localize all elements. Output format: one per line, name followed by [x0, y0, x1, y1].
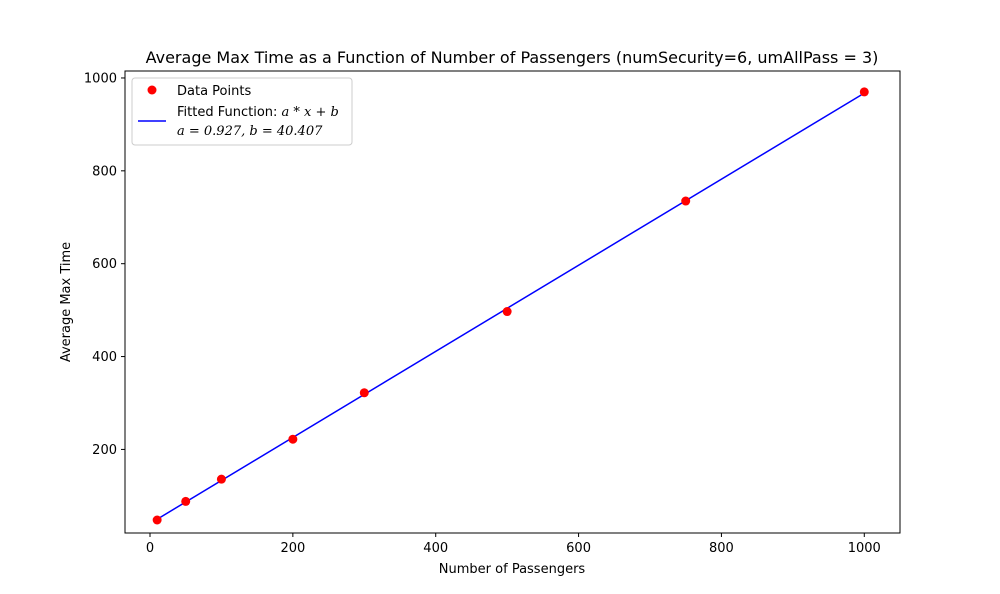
legend-label-fitted-params: a = 0.927, b = 40.407 — [177, 124, 323, 139]
chart-title: Average Max Time as a Function of Number… — [146, 48, 879, 67]
x-axis-title: Number of Passengers — [439, 562, 586, 577]
x-axis: 0 200 400 600 800 1000 — [146, 533, 881, 556]
y-tick-label: 600 — [92, 257, 117, 272]
y-tick-label: 200 — [92, 443, 117, 458]
y-tick-label: 1000 — [84, 71, 117, 86]
legend-box — [131, 77, 353, 146]
x-tick-label: 800 — [709, 541, 734, 556]
x-tick-label: 0 — [146, 541, 154, 556]
data-point — [359, 388, 369, 398]
legend-label-data-points: Data Points — [177, 84, 251, 99]
x-tick-label: 600 — [566, 541, 591, 556]
data-point — [181, 496, 191, 506]
y-axis: 200 400 600 800 1000 — [84, 71, 125, 458]
series-layer — [152, 87, 869, 525]
x-tick-label: 1000 — [848, 541, 881, 556]
data-point — [502, 307, 512, 317]
legend-label-fitted-formula: a * x + b — [282, 105, 339, 120]
data-point — [152, 515, 162, 525]
x-tick-label: 400 — [423, 541, 448, 556]
data-point — [216, 474, 226, 484]
legend-label-fitted-function: Fitted Function: a * x + b — [177, 105, 339, 120]
legend-label-fitted-prefix: Fitted Function: — [177, 105, 282, 120]
x-tick-label: 200 — [280, 541, 305, 556]
data-point — [681, 196, 691, 206]
plot-area — [125, 71, 900, 533]
fitted-line — [156, 92, 865, 520]
plot-frame — [124, 70, 901, 534]
y-tick-label: 800 — [92, 164, 117, 179]
data-point — [288, 434, 298, 444]
legend: Data Points Fitted Function: a * x + b a… — [131, 77, 353, 146]
y-axis-title: Average Max Time — [59, 242, 74, 362]
y-tick-label: 400 — [92, 350, 117, 365]
data-point — [859, 87, 869, 97]
legend-marker-data-points — [147, 85, 157, 95]
